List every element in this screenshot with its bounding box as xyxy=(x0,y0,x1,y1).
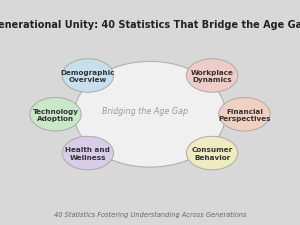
Text: Financial
Perspectives: Financial Perspectives xyxy=(218,108,271,122)
Text: Generational Unity: 40 Statistics That Bridge the Age Gap: Generational Unity: 40 Statistics That B… xyxy=(0,20,300,30)
Text: 40 Statistics Fostering Understanding Across Generations: 40 Statistics Fostering Understanding Ac… xyxy=(54,211,246,217)
Circle shape xyxy=(62,59,114,93)
Circle shape xyxy=(30,98,81,131)
Circle shape xyxy=(62,137,114,170)
Circle shape xyxy=(219,98,270,131)
Text: Health and
Wellness: Health and Wellness xyxy=(65,147,110,160)
Text: Bridging the Age Gap: Bridging the Age Gap xyxy=(101,107,188,116)
Circle shape xyxy=(187,137,238,170)
Text: Consumer
Behavior: Consumer Behavior xyxy=(191,147,233,160)
Text: Technology
Adoption: Technology Adoption xyxy=(32,108,79,122)
Text: Workplace
Dynamics: Workplace Dynamics xyxy=(191,70,233,83)
Ellipse shape xyxy=(74,62,226,167)
Circle shape xyxy=(187,59,238,93)
Text: Demographic
Overview: Demographic Overview xyxy=(61,70,115,83)
